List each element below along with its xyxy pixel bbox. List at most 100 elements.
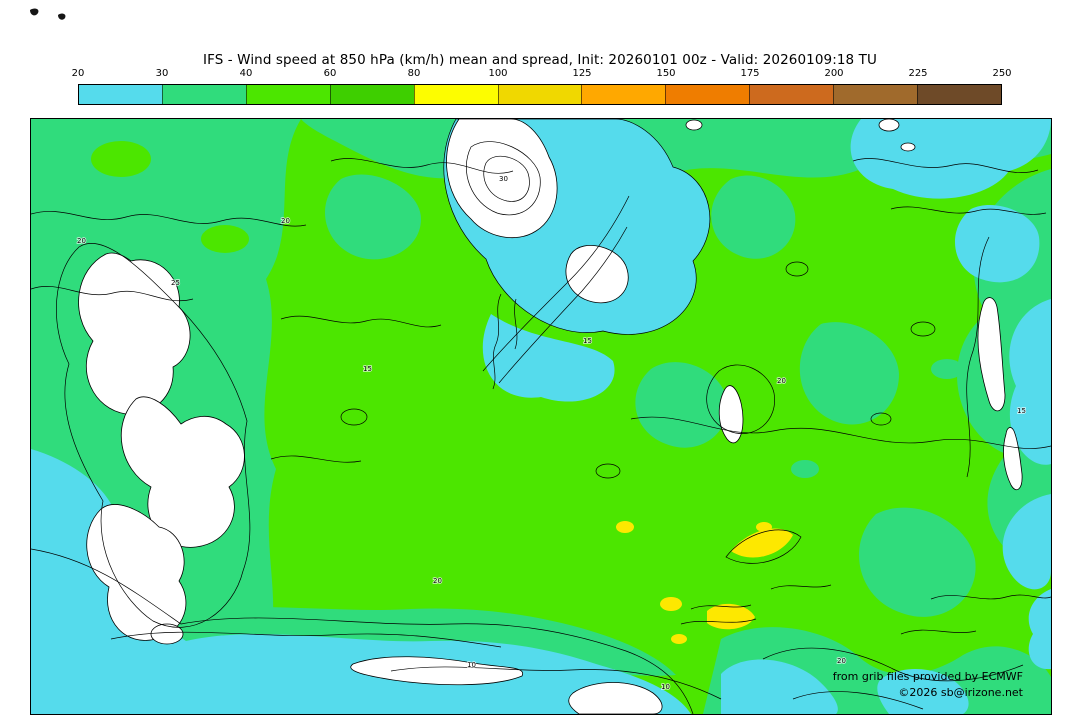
map-region <box>492 293 502 390</box>
map-frame: 20 25 15 15 20 10 20 15 20 10 30 20 from… <box>30 118 1052 715</box>
contour-label: 25 <box>171 279 180 287</box>
map-region <box>482 195 630 372</box>
map-region <box>931 359 963 379</box>
map-region <box>878 119 900 132</box>
speck-icon <box>58 13 66 20</box>
map-region <box>900 629 977 635</box>
map-region <box>514 298 518 350</box>
map-region <box>466 141 541 216</box>
map-region <box>900 142 916 152</box>
map-region <box>706 364 775 434</box>
contour-label: 20 <box>77 237 86 245</box>
colorbar: 20 30 40 60 80 100 125 150 175 200 225 250 <box>72 68 1012 105</box>
colorbar-segment <box>245 85 330 104</box>
map-region <box>110 631 502 648</box>
colorbar-segment <box>79 85 162 104</box>
contour-label: 20 <box>281 217 290 225</box>
attribution-line1: from grib files provided by ECMWF <box>833 670 1023 683</box>
map-region <box>850 119 1051 199</box>
map-region <box>498 226 628 384</box>
map-region <box>483 155 530 202</box>
map-region <box>785 261 809 277</box>
map-region <box>31 285 194 302</box>
map-region <box>1003 427 1023 491</box>
map-region <box>718 385 744 444</box>
map-region <box>390 666 722 700</box>
map-region <box>707 603 755 630</box>
colorbar-tick-label: 60 <box>323 68 337 79</box>
map-region <box>280 315 442 328</box>
green-patches <box>91 141 249 253</box>
map-region <box>31 449 691 714</box>
map-region <box>725 529 802 564</box>
colorbar-segment <box>833 85 918 104</box>
colorbar-tick-label: 100 <box>488 68 508 79</box>
map-region <box>150 623 184 645</box>
colorbar-tick-label: 225 <box>908 68 928 79</box>
colorbar-tick-label: 175 <box>740 68 760 79</box>
colorbar-segment <box>749 85 834 104</box>
map-region <box>731 528 793 558</box>
contour-label: 15 <box>1017 407 1026 415</box>
map-attribution: from grib files provided by ECMWF ©2026 … <box>833 670 1024 699</box>
colorbar-segment <box>581 85 666 104</box>
map-region <box>340 408 368 426</box>
map-region <box>680 618 757 625</box>
map-region <box>1002 494 1051 590</box>
map-region <box>201 225 249 253</box>
map-region <box>877 668 969 714</box>
map-region <box>1009 299 1051 465</box>
weather-map: 20 25 15 15 20 10 20 15 20 10 30 20 from… <box>31 119 1051 714</box>
map-region <box>792 691 924 710</box>
colorbar-segment <box>497 85 582 104</box>
colorbar-tick-label: 40 <box>239 68 253 79</box>
map-region <box>56 243 251 628</box>
map-region <box>660 597 682 611</box>
map-region <box>270 455 362 463</box>
map-region <box>910 321 936 337</box>
map-region <box>31 548 694 714</box>
map-region <box>791 460 819 478</box>
map-region <box>762 647 1024 682</box>
map-region <box>977 297 1006 412</box>
map-region <box>31 211 307 227</box>
map-region <box>890 206 1047 215</box>
map-region <box>595 463 621 479</box>
map-region <box>770 584 832 590</box>
contour-labels: 20 25 15 15 20 10 20 15 20 10 30 20 <box>76 174 1027 692</box>
map-region <box>330 158 514 174</box>
map-region <box>852 158 1039 173</box>
map-region <box>120 396 245 548</box>
map-region <box>324 174 421 260</box>
yellow-wind-patches <box>616 521 793 644</box>
map-region <box>859 507 976 617</box>
contour-label: 30 <box>499 175 508 183</box>
map-region <box>721 659 838 714</box>
map-region <box>91 141 151 177</box>
map-region <box>350 656 524 686</box>
contour-label: 10 <box>467 661 476 669</box>
map-region <box>756 522 772 532</box>
chart-title: IFS - Wind speed at 850 hPa (km/h) mean … <box>203 52 877 68</box>
map-region <box>671 634 687 644</box>
map-region <box>635 362 728 448</box>
speck-icon <box>30 8 39 16</box>
attribution-line2: ©2026 sb@irizone.net <box>898 686 1023 699</box>
colorbar-tick-label: 250 <box>992 68 1012 79</box>
colorbar-tick-label: 30 <box>155 68 169 79</box>
map-region <box>690 604 752 610</box>
contour-label: 15 <box>583 337 592 345</box>
spread-contours <box>31 141 1051 714</box>
colorbar-tick-label: 125 <box>572 68 592 79</box>
colorbar-tick-label: 80 <box>407 68 421 79</box>
colorbar-segment <box>917 85 1001 104</box>
map-region <box>568 682 663 714</box>
map-region <box>482 314 615 402</box>
map-region <box>870 412 892 426</box>
colorbar-tick-label: 200 <box>824 68 844 79</box>
map-region <box>799 322 899 425</box>
map-region <box>1028 589 1051 670</box>
colorbar-tick-row: 20 30 40 60 80 100 125 150 175 200 225 250 <box>72 68 1012 82</box>
ink-specks <box>30 8 66 20</box>
colorbar-tick-label: 20 <box>71 68 85 79</box>
